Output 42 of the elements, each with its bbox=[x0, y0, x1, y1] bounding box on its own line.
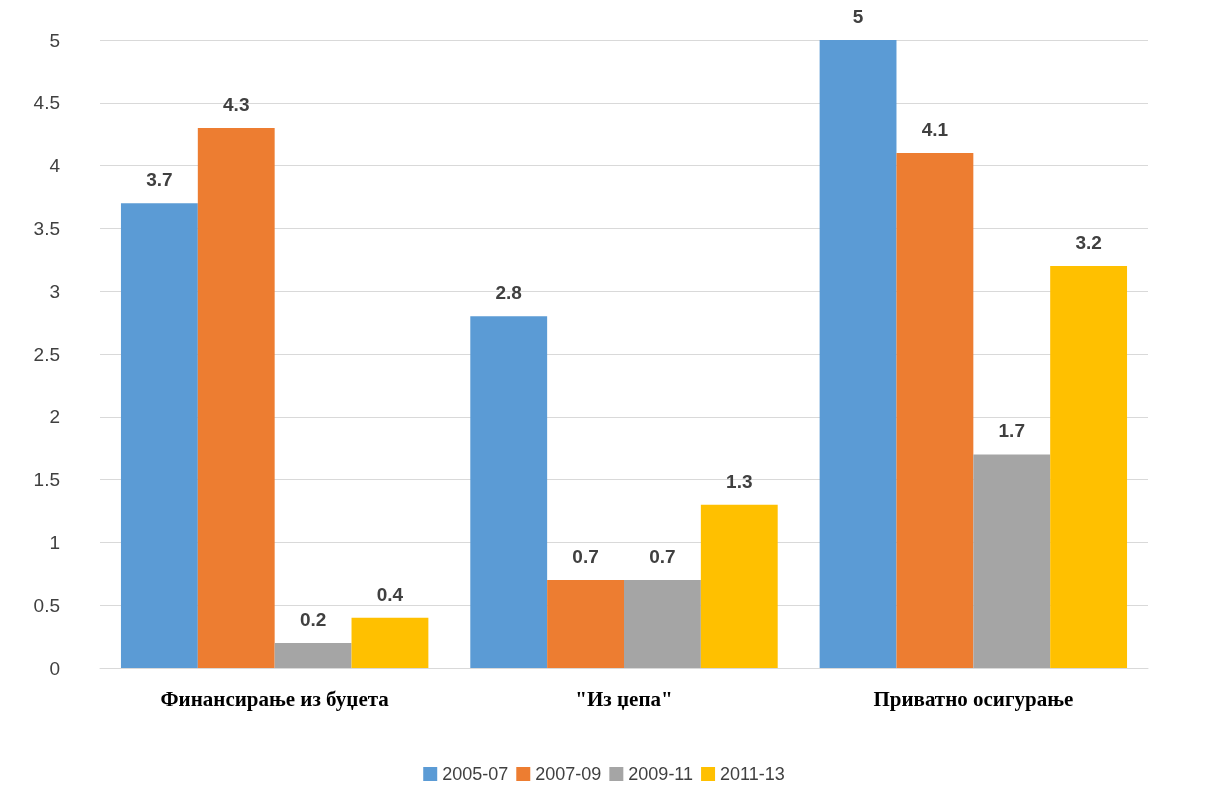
y-tick-label: 3 bbox=[49, 280, 60, 302]
data-label: 4.3 bbox=[223, 93, 250, 115]
y-tick-label: 1 bbox=[49, 531, 60, 553]
y-tick-label: 4 bbox=[49, 155, 61, 177]
data-label: 0.7 bbox=[649, 546, 676, 568]
legend-label: 2005-07 bbox=[442, 764, 509, 784]
data-label: 1.3 bbox=[726, 470, 753, 492]
data-label: 3.2 bbox=[1075, 232, 1102, 254]
data-label: 5 bbox=[852, 6, 864, 27]
bar bbox=[973, 454, 1051, 668]
data-label: 4.1 bbox=[921, 119, 949, 141]
x-tick-label: Финансирање из буџета bbox=[160, 686, 390, 711]
y-tick-label: 0.5 bbox=[33, 594, 60, 616]
bar bbox=[197, 127, 275, 668]
y-tick-label: 4.5 bbox=[33, 92, 60, 114]
data-label: 0.4 bbox=[376, 583, 404, 605]
y-tick-label: 2.5 bbox=[33, 343, 60, 365]
y-tick-label: 2 bbox=[49, 406, 60, 428]
bar bbox=[819, 40, 897, 668]
bar bbox=[120, 203, 198, 668]
bar bbox=[624, 580, 701, 668]
bar bbox=[896, 153, 974, 668]
bar bbox=[274, 642, 352, 668]
bar bbox=[547, 580, 624, 668]
data-label: 3.7 bbox=[146, 169, 173, 191]
y-tick-label: 5 bbox=[49, 29, 60, 51]
bar bbox=[1050, 266, 1128, 668]
bar bbox=[700, 504, 778, 668]
y-tick-label: 0 bbox=[49, 657, 60, 679]
x-tick-label: "Из џепа" bbox=[575, 686, 673, 711]
legend-label: 2011-13 bbox=[720, 764, 785, 784]
legend-label: 2009-11 bbox=[628, 764, 694, 784]
bar bbox=[351, 617, 429, 668]
y-tick-label: 3.5 bbox=[33, 217, 60, 239]
data-label: 2.8 bbox=[495, 282, 522, 304]
data-label: 0.2 bbox=[299, 608, 327, 630]
x-tick-label: Приватно осигурање bbox=[873, 686, 1074, 711]
data-label: 1.7 bbox=[998, 420, 1025, 442]
legend-label: 2007-09 bbox=[535, 764, 602, 784]
y-tick-label: 1.5 bbox=[33, 469, 60, 491]
data-label: 0.7 bbox=[572, 546, 599, 568]
bar bbox=[470, 316, 548, 668]
